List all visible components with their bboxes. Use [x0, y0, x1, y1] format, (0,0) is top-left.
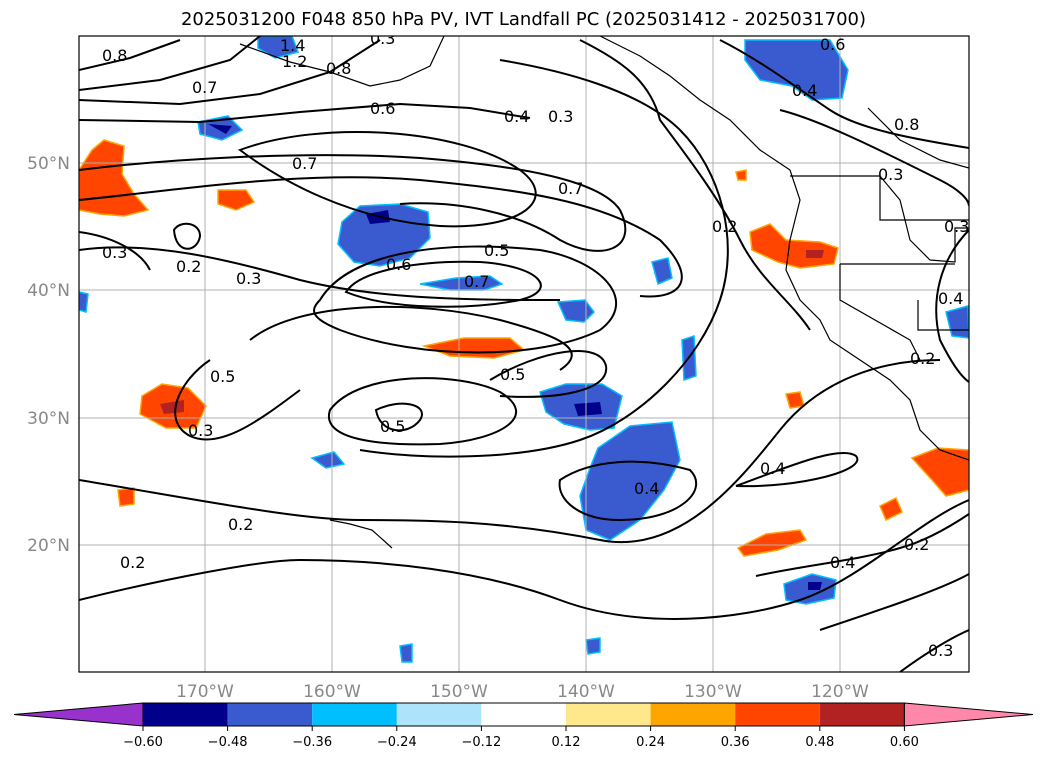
- contour-label: 0.2: [120, 553, 145, 572]
- contour-labels: 0.8 1.4 1.2 0.8 0.7 0.6 0.4 0.3 0.7 0.7 …: [102, 29, 969, 660]
- colorbar-tick-label: −0.12: [461, 735, 501, 750]
- contour-label: 0.2: [712, 217, 737, 236]
- colorbar-tick-label: 0.12: [552, 735, 581, 750]
- contour-label: 0.6: [386, 255, 411, 274]
- colorbar-tick-label: 0.36: [721, 735, 750, 750]
- contour-label: 0.7: [464, 272, 489, 291]
- lon-label: 120°W: [811, 682, 869, 702]
- contour-label: 0.4: [938, 289, 963, 308]
- contour-label: 0.8: [102, 46, 127, 65]
- contour-label: 0.3: [928, 641, 953, 660]
- contour-label: 0.5: [210, 367, 235, 386]
- lat-label: 20°N: [27, 536, 70, 556]
- lat-label: 30°N: [27, 409, 70, 429]
- map-title: 2025031200 F048 850 hPa PV, IVT Landfall…: [180, 9, 867, 30]
- contour-label: 0.3: [944, 217, 969, 236]
- colorbar-tick-label: −0.60: [123, 735, 163, 750]
- colorbar-frame: [142, 702, 905, 727]
- lon-label: 150°W: [430, 682, 488, 702]
- graticule: [79, 36, 969, 672]
- contour-label: 0.7: [558, 179, 583, 198]
- contour-label: 0.5: [500, 365, 525, 384]
- colorbar-tick-label: −0.24: [377, 735, 417, 750]
- contour-label: 0.5: [484, 241, 509, 260]
- contour-label: 0.2: [904, 535, 929, 554]
- map-panel: 0.8 1.4 1.2 0.8 0.7 0.6 0.4 0.3 0.7 0.7 …: [79, 29, 969, 672]
- colorbar-box: [735, 703, 820, 726]
- colorbar-arrow-low: [13, 702, 144, 727]
- contour-label: 0.4: [792, 81, 817, 100]
- contour-label: 0.4: [760, 459, 785, 478]
- lon-label: 160°W: [303, 682, 361, 702]
- colorbar-tick-label: 0.48: [805, 735, 834, 750]
- contour-label: 1.4: [280, 36, 305, 55]
- contour-label: 0.3: [548, 107, 573, 126]
- contour-label: 0.3: [188, 421, 213, 440]
- pv-shading: [79, 36, 969, 663]
- contour-label: 0.7: [292, 154, 317, 173]
- latitude-labels: 50°N 40°N 30°N 20°N: [27, 154, 70, 556]
- contour-label: 0.3: [102, 243, 127, 262]
- contour-label: 0.6: [370, 99, 395, 118]
- contour-label: 0.2: [228, 515, 253, 534]
- colorbar-arrow-high: [903, 702, 1034, 727]
- contour-label: 0.6: [820, 35, 845, 54]
- contour-label: 0.2: [176, 257, 201, 276]
- longitude-labels: 170°W 160°W 150°W 140°W 130°W 120°W: [176, 682, 869, 702]
- contour-label: 0.8: [326, 59, 351, 78]
- lon-label: 130°W: [684, 682, 742, 702]
- coastlines: [239, 36, 969, 549]
- colorbar-box: [650, 703, 736, 726]
- contour-label: 0.8: [894, 115, 919, 134]
- colorbar-box: [227, 703, 313, 726]
- lon-label: 140°W: [557, 682, 615, 702]
- colorbar-box: [481, 703, 566, 726]
- colorbar-tick-label: 0.24: [636, 735, 665, 750]
- colorbar-box: [312, 703, 397, 726]
- colorbar-box: [819, 703, 905, 726]
- colorbar-box: [143, 703, 228, 726]
- colorbar: −0.60 −0.48 −0.36 −0.24 −0.12 0.12 0.24 0.36 0.4…: [13, 702, 1034, 750]
- contour-label: 0.3: [370, 29, 395, 48]
- contour-label: 0.7: [192, 78, 217, 97]
- colorbar-box: [566, 703, 651, 726]
- contour-label: 0.3: [878, 165, 903, 184]
- colorbar-tick-label: −0.48: [208, 735, 248, 750]
- colorbar-box: [396, 703, 482, 726]
- contour-label: 0.4: [504, 107, 529, 126]
- contour-label: 0.3: [236, 269, 261, 288]
- map-frame: [78, 35, 970, 673]
- lon-label: 170°W: [176, 682, 234, 702]
- colorbar-tick-label: 0.60: [890, 735, 919, 750]
- pv-contours: [79, 36, 969, 672]
- contour-label: 1.2: [282, 52, 307, 71]
- lat-label: 40°N: [27, 281, 70, 301]
- lat-label: 50°N: [27, 154, 70, 174]
- contour-label: 0.4: [830, 553, 855, 572]
- colorbar-tick-label: −0.36: [292, 735, 332, 750]
- contour-label: 0.2: [910, 349, 935, 368]
- contour-label: 0.5: [380, 417, 405, 436]
- contour-label: 0.4: [634, 479, 659, 498]
